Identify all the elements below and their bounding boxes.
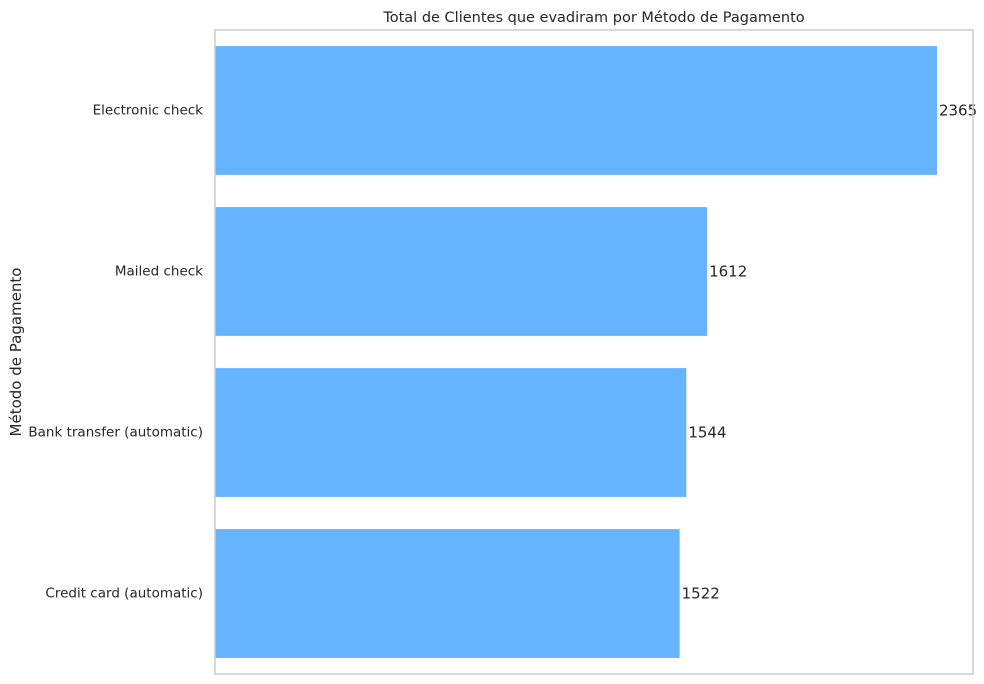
bar-0	[215, 46, 937, 175]
plot-frame	[214, 29, 974, 675]
y-axis-label: Método de Pagamento	[7, 268, 25, 437]
bar-2	[215, 368, 687, 497]
category-label-0: Electronic check	[93, 103, 204, 119]
data-labels: 2365 1612 1544 1522	[682, 102, 978, 603]
data-label-1: 1612	[709, 263, 747, 281]
bar-3	[215, 529, 680, 658]
bar-1	[215, 207, 708, 336]
data-label-3: 1522	[682, 585, 720, 603]
category-label-2: Bank transfer (automatic)	[28, 425, 203, 441]
category-labels: Electronic check Mailed check Bank transfe…	[28, 103, 203, 602]
data-label-0: 2365	[939, 102, 977, 120]
bars	[215, 46, 937, 658]
data-label-2: 1544	[688, 424, 726, 442]
category-label-1: Mailed check	[115, 264, 203, 280]
chart-title: Total de Clientes que evadiram por Métod…	[382, 10, 804, 26]
category-label-3: Credit card (automatic)	[45, 586, 203, 602]
